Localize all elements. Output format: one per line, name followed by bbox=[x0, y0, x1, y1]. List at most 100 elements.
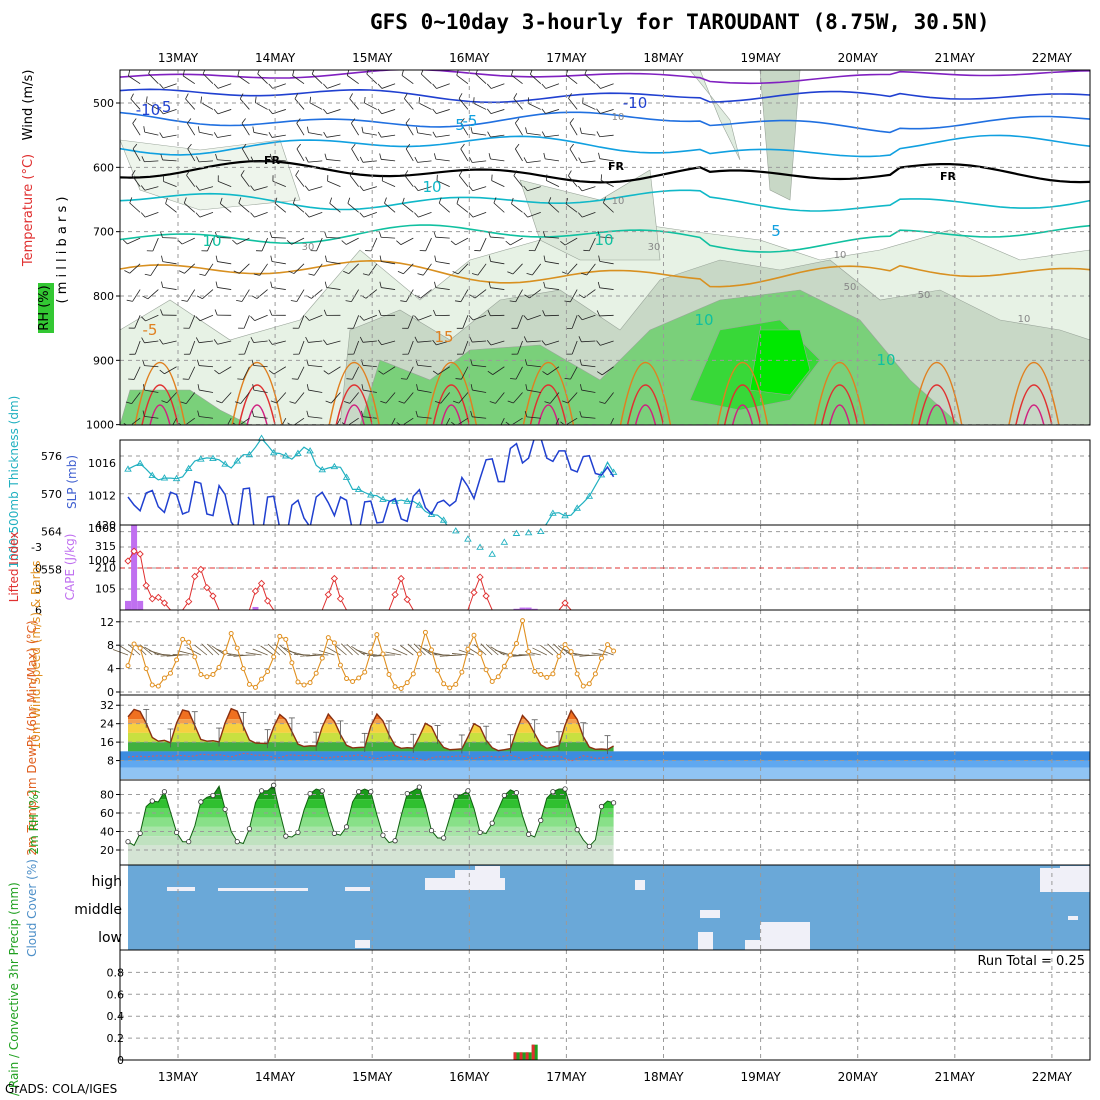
wind-barb-flag bbox=[251, 295, 258, 299]
wind-barb bbox=[200, 102, 214, 110]
temperature-contour-label: -5 bbox=[157, 98, 172, 116]
rh-point bbox=[198, 799, 204, 805]
surface-wind-barb bbox=[598, 649, 614, 656]
wind-barb-flag bbox=[289, 401, 296, 404]
wind-barb bbox=[435, 287, 450, 290]
lifted-tick-label: 3 bbox=[35, 583, 42, 596]
lifted-index-point bbox=[263, 597, 272, 605]
wind-barb bbox=[545, 287, 560, 290]
wind-barb bbox=[581, 364, 596, 368]
wind-speed-point bbox=[143, 666, 149, 672]
wind-barb-flag bbox=[252, 384, 255, 391]
rh-point bbox=[137, 830, 143, 836]
wind-speed-point bbox=[356, 675, 362, 681]
wind-barb bbox=[134, 340, 141, 355]
ylabel-rh2m: 2m RH (%) bbox=[27, 789, 41, 854]
wind-barb bbox=[132, 148, 141, 162]
wind-barb-flag bbox=[323, 83, 328, 89]
wind-barb bbox=[568, 98, 578, 110]
wind-barb bbox=[207, 237, 214, 252]
wind-barb-flag bbox=[569, 118, 574, 124]
wind-barb-flag bbox=[250, 316, 255, 321]
wind-speed-point bbox=[422, 629, 428, 635]
wind-barb bbox=[584, 74, 596, 85]
wind-barb-flag bbox=[529, 70, 533, 75]
wind-barb-flag bbox=[250, 337, 255, 343]
wind-barb bbox=[422, 263, 432, 276]
wind-barb bbox=[308, 416, 323, 419]
wind-barb-flag bbox=[378, 231, 382, 238]
wind-barb bbox=[326, 236, 341, 239]
cloud-row-label: middle bbox=[74, 902, 122, 918]
rh-point bbox=[356, 789, 362, 795]
ylabel-pressure: ( m i l l i b a r s ) bbox=[55, 197, 70, 304]
wind-speed-point bbox=[574, 671, 580, 677]
wind-barb-flag bbox=[432, 339, 437, 346]
wind-barb bbox=[242, 366, 250, 380]
temp-tick-label: 16 bbox=[100, 736, 114, 749]
wind-barb bbox=[271, 159, 286, 162]
wind-barb bbox=[297, 366, 305, 380]
cape-bar bbox=[513, 608, 520, 610]
wind-barb bbox=[545, 340, 560, 346]
wind-barb-flag bbox=[351, 118, 356, 124]
wind-barb bbox=[404, 175, 414, 187]
wind-barb-flag bbox=[473, 97, 475, 104]
cloud-row-label: high bbox=[91, 874, 122, 890]
wind-barb bbox=[204, 263, 214, 276]
surface-wind-barb bbox=[445, 654, 462, 657]
wind-barb-flag bbox=[219, 430, 225, 431]
wind-barb-flag bbox=[486, 83, 492, 89]
wind-speed-point bbox=[562, 642, 568, 648]
wind-barb bbox=[131, 175, 141, 187]
temp-tick-label: 24 bbox=[100, 718, 114, 731]
lifted-index-point bbox=[154, 593, 162, 602]
wind-barb bbox=[490, 261, 505, 265]
wind-barb-flag bbox=[602, 197, 606, 203]
thickness-point bbox=[184, 464, 193, 472]
wind-barb bbox=[217, 340, 232, 345]
lifted-index-point bbox=[397, 574, 405, 583]
wind-barb bbox=[530, 74, 542, 84]
thickness-point bbox=[245, 450, 254, 458]
wind-speed-point bbox=[234, 645, 240, 651]
wind-barb-flag bbox=[288, 270, 295, 274]
wind-barb-flag bbox=[564, 377, 571, 380]
wind-tick-label: 0 bbox=[107, 686, 114, 699]
wind-barb-flag bbox=[343, 401, 350, 404]
wind-barb-flag bbox=[305, 336, 309, 343]
wind-barb-flag bbox=[523, 185, 528, 192]
wind-barb bbox=[308, 160, 323, 163]
wind-barb-flag bbox=[323, 339, 328, 345]
wind-barb-flag bbox=[361, 384, 364, 391]
lifted-tick-label: 6 bbox=[35, 604, 42, 617]
lifted-index-point bbox=[160, 599, 169, 607]
temperature-contour-lowlevel bbox=[813, 361, 866, 425]
wind-barb bbox=[368, 263, 378, 276]
wind-barb-flag bbox=[402, 197, 405, 204]
wind-barb-flag bbox=[180, 401, 187, 404]
wind-barb-flag bbox=[296, 143, 301, 150]
wind-barb-flag bbox=[405, 143, 411, 150]
temperature-contour-label: 10 bbox=[694, 311, 713, 329]
wind-barb bbox=[352, 366, 360, 380]
temperature-contour-lowlevel bbox=[926, 404, 948, 425]
wind-barb bbox=[417, 160, 432, 163]
wind-barb-flag bbox=[252, 126, 255, 133]
wind-barb-flag bbox=[432, 83, 437, 89]
wind-barb-flag bbox=[377, 131, 382, 138]
wind-barb bbox=[347, 203, 359, 213]
wind-barb bbox=[295, 175, 305, 187]
wind-barb bbox=[402, 203, 414, 213]
wind-barb-flag bbox=[417, 273, 424, 276]
wind-barb-flag bbox=[351, 143, 356, 150]
rh-point bbox=[501, 792, 507, 799]
wind-barb-flag bbox=[250, 212, 255, 218]
wind-barb-flag bbox=[513, 170, 518, 176]
wind-speed-point bbox=[447, 685, 453, 691]
wind-barb bbox=[381, 83, 396, 89]
wind-barb bbox=[145, 211, 159, 218]
rh-contour-label: 30 bbox=[302, 242, 315, 253]
wind-barb-flag bbox=[304, 212, 310, 218]
thickness-point bbox=[451, 527, 460, 534]
